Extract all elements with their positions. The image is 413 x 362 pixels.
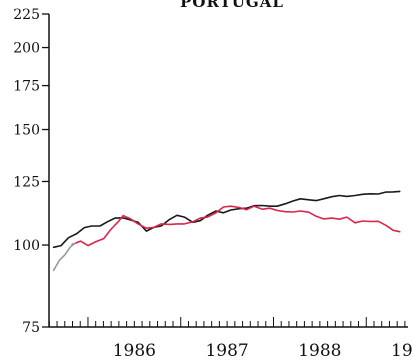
chart-title: PORTUGAL [180, 0, 284, 11]
y-tick-label: 150 [13, 123, 40, 139]
x-tick-labels: 1986 1987 1988 1989 [113, 341, 413, 361]
x-tick-label: 1988 [298, 341, 341, 361]
series-line-3 [52, 242, 76, 272]
axes [42, 13, 408, 328]
y-tick-label: 225 [13, 7, 40, 23]
series-layer [52, 190, 401, 272]
x-tick-label: 1989 [391, 341, 413, 361]
x-tick-label: 1986 [113, 341, 156, 361]
y-tick-labels: 75 100 125 150 175 200 225 [13, 7, 40, 336]
series-line-1 [52, 190, 401, 249]
x-tick-label: 1987 [205, 341, 248, 361]
y-tick-label: 200 [13, 41, 40, 57]
y-tick-label: 175 [13, 79, 40, 95]
y-tick-label: 75 [22, 320, 40, 336]
y-tick-label: 125 [13, 174, 40, 190]
y-tick-label: 100 [13, 238, 40, 254]
series-line-2 [71, 205, 401, 247]
